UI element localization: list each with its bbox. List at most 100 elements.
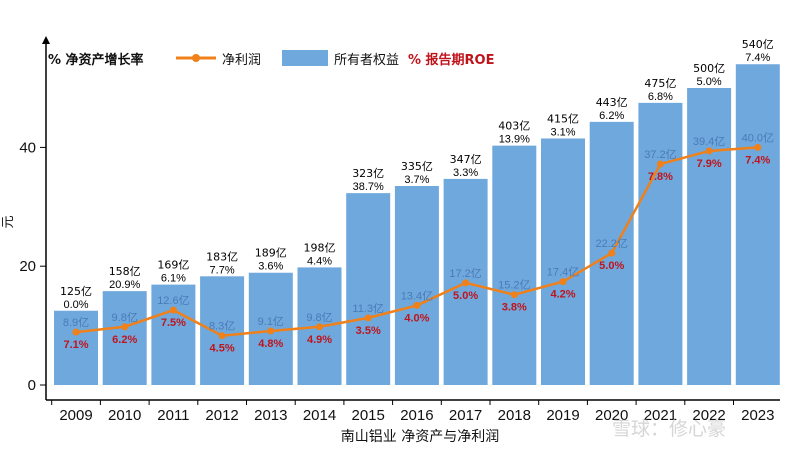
line-point [413, 301, 421, 309]
bar [638, 102, 683, 385]
x-tick-label: 2009 [59, 407, 92, 424]
line-point [121, 323, 129, 331]
line-series [72, 143, 762, 340]
bar-value-label: 169亿 [157, 259, 189, 272]
growth-label: 3.7% [404, 174, 429, 186]
y-tick-label: 0 [28, 377, 36, 394]
bar [687, 88, 732, 385]
bar-value-label: 415亿 [547, 112, 579, 125]
growth-label: 3.1% [550, 126, 575, 138]
x-tick-label: 2020 [595, 407, 628, 424]
legend-roe: % 报告期ROE [408, 52, 495, 68]
bar [102, 291, 147, 385]
profit-label: 12.6亿 [157, 294, 189, 307]
bar-series [54, 64, 780, 386]
growth-label: 0.0% [63, 299, 88, 311]
roe-label: 4.9% [307, 334, 332, 346]
line-point [754, 143, 762, 151]
profit-label: 11.3亿 [352, 302, 384, 315]
x-tick-label: 2015 [352, 407, 385, 424]
watermark: 雪球：修心豪 [612, 418, 726, 440]
x-tick-label: 2023 [741, 407, 774, 424]
bar [492, 145, 537, 385]
roe-label: 3.8% [502, 302, 527, 314]
roe-label: 4.2% [550, 289, 575, 301]
roe-label: 4.8% [258, 338, 283, 350]
roe-label: 6.2% [112, 334, 137, 346]
profit-label: 8.9亿 [63, 316, 89, 329]
bar [346, 193, 391, 385]
roe-label: 4.5% [210, 343, 235, 355]
profit-label: 22.2亿 [595, 237, 627, 250]
line-point [705, 147, 713, 155]
growth-label: 6.1% [161, 273, 186, 285]
legend-growth: % 净资产增长率 [48, 52, 144, 68]
bar [735, 64, 780, 386]
roe-label: 5.0% [599, 260, 624, 272]
x-tick-label: 2018 [498, 407, 531, 424]
growth-label: 7.7% [210, 264, 235, 276]
bar-value-label: 403亿 [498, 120, 530, 133]
growth-label: 5.0% [697, 76, 722, 88]
line-point [72, 328, 80, 336]
profit-label: 9.8亿 [112, 311, 138, 324]
profit-label: 17.4亿 [547, 266, 579, 279]
line-point [462, 279, 470, 287]
bar-value-label: 125亿 [60, 285, 92, 298]
legend-bar: 所有者权益 [334, 52, 399, 68]
roe-label: 7.5% [161, 317, 186, 329]
roe-label: 3.5% [356, 325, 381, 337]
line-point [559, 278, 567, 286]
roe-label: 4.0% [404, 312, 429, 324]
x-tick-label: 2014 [303, 407, 336, 424]
roe-label: 7.8% [648, 171, 673, 183]
profit-label: 39.4亿 [693, 135, 725, 148]
roe-label: 7.4% [745, 154, 770, 166]
line-point [316, 323, 323, 331]
x-tick-label: 2016 [400, 407, 433, 424]
bar [151, 284, 196, 385]
bar [200, 276, 245, 385]
x-tick-label: 2017 [449, 407, 482, 424]
growth-label: 6.2% [599, 110, 624, 122]
x-tick-label: 2022 [692, 407, 725, 424]
legend-line: 净利润 [222, 53, 261, 68]
profit-label: 8.3亿 [209, 320, 235, 333]
growth-label: 4.4% [307, 255, 332, 267]
profit-label: 9.8亿 [306, 311, 332, 324]
y-ticks: 0 20 40 [19, 139, 46, 394]
roe-label: 7.1% [63, 339, 88, 351]
legend: % 净资产增长率 净利润 所有者权益 % 报告期ROE [48, 50, 495, 68]
growth-label: 3.3% [453, 167, 478, 179]
roe-label: 5.0% [453, 290, 478, 302]
y-tick-label: 20 [19, 258, 36, 275]
bar [394, 186, 439, 385]
bar [54, 310, 98, 385]
bar-value-label: 335亿 [401, 160, 433, 173]
bar-value-label: 183亿 [206, 250, 238, 263]
bar-value-label: 500亿 [693, 62, 725, 75]
x-axis-label: 南山铝业 净资产与净利润 [341, 429, 499, 445]
growth-label: 7.4% [745, 52, 770, 64]
x-tick-label: 2021 [644, 407, 677, 424]
x-tick-label: 2010 [108, 407, 141, 424]
bar [541, 138, 585, 385]
line-point [218, 332, 226, 340]
line-point [656, 160, 664, 168]
x-tick-label: 2011 [157, 407, 189, 424]
growth-label: 20.9% [109, 279, 140, 291]
bar-value-label: 198亿 [304, 241, 336, 254]
profit-label: 15.2亿 [498, 279, 530, 292]
growth-label: 3.6% [258, 261, 283, 273]
bar-value-label: 323亿 [352, 167, 384, 180]
line-point [364, 314, 372, 322]
legend-line-marker [192, 54, 200, 62]
line-point [510, 291, 518, 299]
y-tick-label: 40 [19, 139, 36, 156]
growth-label: 38.7% [353, 181, 384, 193]
profit-label: 17.2亿 [449, 267, 481, 280]
x-tick-label: 2019 [546, 407, 579, 424]
growth-label: 13.9% [499, 134, 530, 146]
